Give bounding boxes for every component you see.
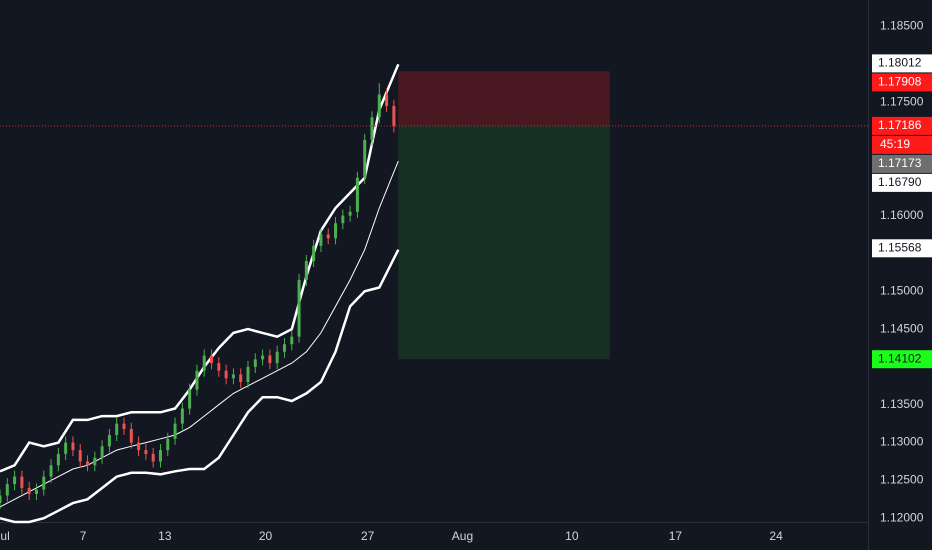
price-label-bg [872, 73, 932, 92]
x-tick-label: 7 [80, 529, 87, 543]
candle-body [319, 234, 323, 246]
candle-body [71, 442, 75, 451]
candle-body [180, 408, 184, 424]
candle-body [115, 423, 119, 435]
candle-body [377, 94, 381, 118]
price-label: 1.18012 [878, 56, 922, 70]
candle-body [261, 355, 265, 360]
candle-body [56, 453, 60, 466]
candle-body [246, 366, 250, 383]
candle-body [326, 234, 330, 239]
candle-body [282, 344, 286, 352]
candle-body [253, 359, 257, 367]
x-tick-label: 27 [361, 529, 375, 543]
price-label: 1.16790 [878, 175, 922, 189]
candle-body [210, 355, 214, 364]
candle-body [304, 261, 308, 280]
candle-body [268, 355, 272, 364]
candle-body [370, 117, 374, 140]
y-tick-label: 1.17500 [880, 94, 924, 108]
candle-body [239, 374, 243, 383]
candle-body [392, 105, 396, 127]
x-tick-label: 17 [669, 529, 683, 543]
candle-body [78, 450, 82, 462]
candle-body [224, 370, 228, 379]
candle-body [42, 476, 46, 490]
price-label: 1.17186 [878, 118, 922, 132]
candle-body [144, 450, 148, 454]
price-label-bg [872, 350, 932, 369]
candle-body [151, 453, 155, 462]
candle-body [137, 442, 141, 451]
candle-body [100, 446, 104, 458]
candle-body [122, 423, 126, 429]
candle-body [20, 476, 24, 488]
countdown-bg [872, 135, 932, 154]
candle-body [0, 495, 2, 504]
x-tick-label: Aug [452, 529, 473, 543]
candle-body [13, 476, 17, 485]
candle-body [5, 484, 9, 496]
x-tick-label: 24 [769, 529, 783, 543]
candle-body [49, 465, 53, 477]
candle-body [34, 489, 38, 495]
candle-body [231, 374, 235, 379]
candle-body [93, 457, 97, 466]
candle-body [166, 438, 170, 451]
candle-body [107, 435, 111, 447]
price-label-bg [872, 239, 932, 258]
y-tick-label: 1.16000 [880, 208, 924, 222]
plot: ul 7 13 20 27 Aug 10 17 24 1.18012 1.17908 1.17186 4… [0, 54, 932, 543]
x-tick-label: 20 [259, 529, 273, 543]
price-label-bg [872, 116, 932, 135]
candle-body [86, 461, 90, 466]
target-zone [398, 125, 610, 360]
stop-zone [398, 71, 610, 126]
band-line [0, 249, 400, 524]
y-tick-label: 1.13500 [880, 397, 924, 411]
price-axis: 1.18500 1.17500 1.16000 1.15000 1.14500 1.135… [880, 19, 924, 525]
x-tick-label: 13 [158, 529, 172, 543]
candle-body [64, 442, 68, 454]
y-tick-label: 1.12000 [880, 510, 924, 524]
price-label-bg [872, 154, 932, 173]
candle-body [202, 355, 206, 371]
y-tick-label: 1.13000 [880, 435, 924, 449]
price-label-bg [872, 54, 932, 73]
candle-body [27, 487, 31, 495]
candle-body [334, 223, 338, 239]
candle-body [173, 423, 177, 439]
y-tick-label: 1.18500 [880, 19, 924, 33]
candle-body [217, 363, 221, 371]
candle-body [355, 177, 359, 212]
candle-body [195, 370, 199, 390]
y-tick-label: 1.15000 [880, 283, 924, 297]
countdown: 45:19 [880, 137, 910, 151]
candle-body [290, 336, 294, 345]
price-label: 1.15568 [878, 240, 922, 254]
candle-body [129, 428, 133, 443]
candle-body [312, 245, 316, 261]
candle-body [385, 94, 389, 106]
candle-body [363, 139, 367, 178]
y-tick-label: 1.14500 [880, 321, 924, 335]
candle-body [341, 215, 345, 224]
x-tick-label: 10 [565, 529, 579, 543]
price-label: 1.14102 [878, 351, 922, 365]
candle-body [188, 389, 192, 409]
x-tick-label: ul [0, 529, 9, 543]
y-tick-label: 1.12500 [880, 473, 924, 487]
price-label: 1.17173 [878, 156, 922, 170]
price-label: 1.17908 [878, 75, 922, 89]
price-label-bg [872, 173, 932, 192]
candle-body [275, 351, 279, 364]
candle-body [158, 450, 162, 462]
candle-body [297, 279, 301, 337]
candle-body [348, 211, 352, 216]
band-line [0, 160, 399, 508]
